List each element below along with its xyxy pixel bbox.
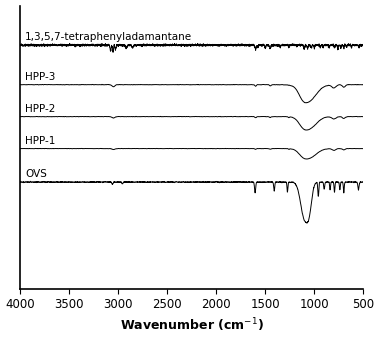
Text: HPP-2: HPP-2 — [25, 104, 55, 114]
Text: HPP-1: HPP-1 — [25, 136, 55, 146]
X-axis label: Wavenumber (cm$^{-1}$): Wavenumber (cm$^{-1}$) — [120, 317, 264, 335]
Text: HPP-3: HPP-3 — [25, 72, 55, 82]
Text: OVS: OVS — [25, 169, 47, 179]
Text: 1,3,5,7-tetraphenyladamantane: 1,3,5,7-tetraphenyladamantane — [25, 32, 192, 42]
